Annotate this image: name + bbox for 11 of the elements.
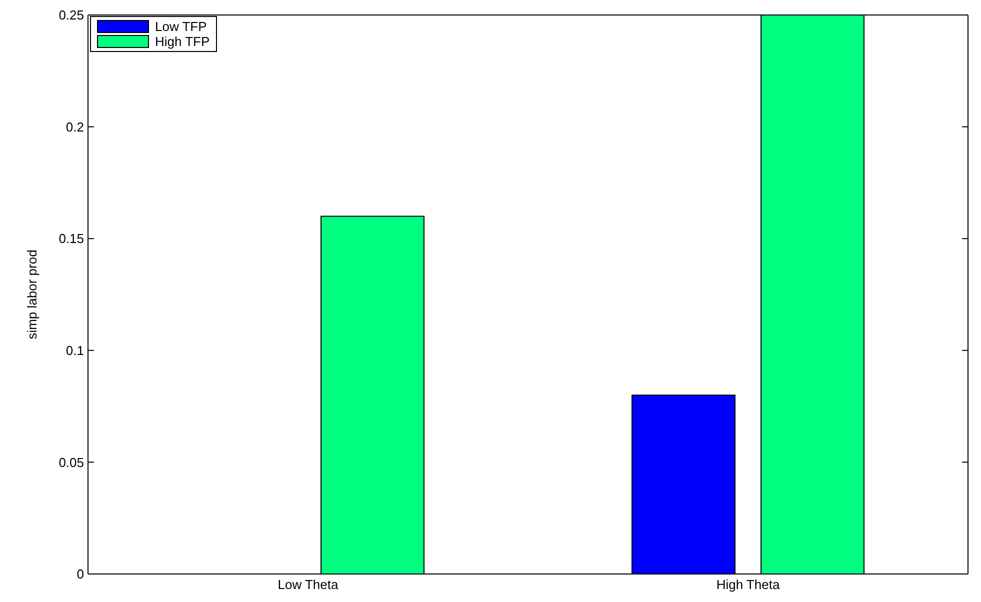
x-tick-label: High Theta (716, 577, 780, 592)
legend-label: Low TFP (155, 19, 207, 34)
y-tick-label: 0.1 (66, 343, 84, 358)
y-tick-label: 0 (76, 566, 84, 582)
legend-label: High TFP (155, 34, 210, 49)
y-axis-title: simp labor prod (24, 250, 40, 340)
y-tick-label: 0.2 (66, 119, 84, 134)
x-tick-label: Low Theta (278, 577, 340, 592)
y-tick-label: 0.05 (58, 454, 84, 470)
y-tick-label: 0.15 (58, 231, 84, 246)
y-tick-label: 0.25 (58, 8, 84, 23)
